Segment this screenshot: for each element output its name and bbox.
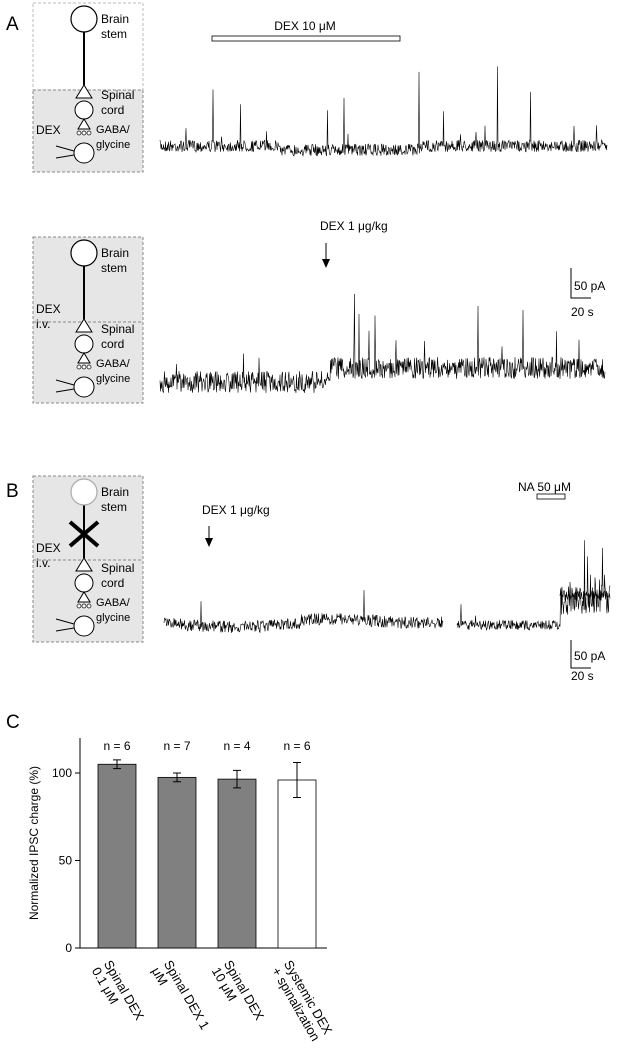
- drug-label: DEX 10 μM: [274, 19, 336, 33]
- bar: [97, 763, 137, 949]
- drug-label: DEX 1 μg/kg: [202, 503, 270, 517]
- dendrite: [55, 627, 75, 632]
- target-neuron: [73, 376, 95, 398]
- scale-bar: [570, 268, 591, 299]
- drug-bar: [536, 493, 566, 500]
- vesicle: [81, 130, 87, 136]
- brain-label: stem: [101, 27, 127, 41]
- scale-label: 50 pA: [574, 279, 605, 293]
- spinal-neuron: [74, 334, 94, 354]
- target-neuron: [73, 615, 95, 637]
- synapse: [77, 591, 91, 603]
- scale-label: 20 s: [571, 669, 594, 683]
- bar: [277, 779, 317, 949]
- brain-label: stem: [101, 500, 127, 514]
- annotation: n = 6: [103, 739, 130, 753]
- scale-bar: [570, 640, 591, 669]
- vesicle: [81, 364, 87, 370]
- annotation: n = 7: [163, 739, 190, 753]
- current-trace: [456, 589, 611, 632]
- synapse: [75, 318, 93, 333]
- neuron-label: glycine: [96, 373, 130, 385]
- panel-label: B: [6, 481, 19, 502]
- neuron-label: GABA/: [96, 124, 131, 136]
- brain-label: Brain: [101, 246, 129, 260]
- synapse: [77, 118, 91, 130]
- neuron-label: glycine: [96, 612, 130, 624]
- annotation: n = 4: [223, 739, 250, 753]
- arrow-head: [205, 538, 213, 547]
- dendrite: [55, 388, 75, 393]
- y-tick-label: 0: [65, 941, 72, 955]
- spinal-label: Spinal: [101, 561, 134, 575]
- vesicle: [76, 130, 82, 136]
- drug-label: DEX 1 μg/kg: [320, 219, 388, 233]
- dendrite: [55, 379, 75, 386]
- dendrite: [55, 618, 75, 625]
- current-trace: [559, 540, 611, 615]
- spinal-neuron: [74, 100, 94, 120]
- spinal-label: cord: [101, 576, 124, 590]
- spinal-neuron: [74, 573, 94, 593]
- y-axis-label: Normalized IPSC charge (%): [27, 766, 41, 920]
- synapse: [75, 557, 93, 572]
- dendrite: [55, 154, 75, 159]
- drug-label: DEX: [36, 302, 61, 316]
- drug-label: i.v.: [36, 317, 50, 331]
- spinal-label: Spinal: [101, 322, 134, 336]
- brain-label: Brain: [101, 485, 129, 499]
- scale-label: 50 pA: [574, 649, 605, 663]
- scale-label: 20 s: [571, 305, 594, 319]
- drug-label: DEX: [36, 123, 61, 137]
- annotation: n = 6: [283, 739, 310, 753]
- synapse: [77, 352, 91, 364]
- panel-label: C: [6, 712, 20, 733]
- arrow-head: [322, 259, 330, 268]
- neuron-label: GABA/: [96, 597, 131, 609]
- target-neuron: [73, 142, 95, 164]
- brain-neuron: [70, 239, 98, 267]
- brain-neuron: [70, 478, 98, 506]
- synapse: [75, 84, 93, 99]
- brain-neuron: [70, 5, 98, 33]
- spinal-label: cord: [101, 337, 124, 351]
- neuron-label: glycine: [96, 139, 130, 151]
- bar: [217, 778, 257, 949]
- y-tick-label: 100: [52, 766, 72, 780]
- spinal-label: Spinal: [101, 88, 134, 102]
- spinal-label: cord: [101, 103, 124, 117]
- panel-label: A: [6, 14, 19, 35]
- current-trace: [163, 590, 444, 634]
- vesicle: [76, 603, 82, 609]
- dendrite: [55, 145, 75, 152]
- y-tick-label: 50: [59, 854, 73, 868]
- drug-label: NA 50 μM: [518, 480, 571, 494]
- drug-label: i.v.: [36, 556, 50, 570]
- drug-label: DEX: [36, 541, 61, 555]
- brain-label: Brain: [101, 12, 129, 26]
- current-trace: [159, 293, 606, 394]
- current-trace: [159, 66, 608, 157]
- vesicle: [86, 603, 92, 609]
- cross: [68, 520, 100, 548]
- vesicle: [86, 364, 92, 370]
- vesicle: [86, 130, 92, 136]
- drug-bar: [211, 35, 401, 42]
- neuron-label: GABA/: [96, 358, 131, 370]
- bar: [157, 776, 197, 949]
- brain-label: stem: [101, 261, 127, 275]
- vesicle: [81, 603, 87, 609]
- vesicle: [76, 364, 82, 370]
